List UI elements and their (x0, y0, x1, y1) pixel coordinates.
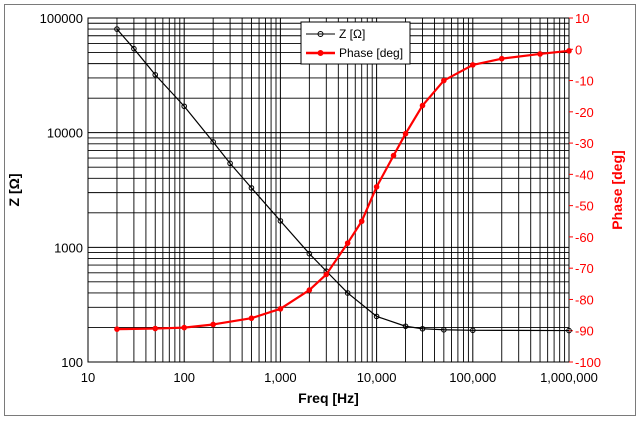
z-series-point (566, 327, 572, 334)
phase-series-point (152, 325, 159, 332)
y2-tick-label: -70 (575, 261, 594, 276)
phase-series-point (402, 130, 409, 137)
x-tick-label: 1,000,000 (540, 370, 598, 385)
z-series-point (419, 325, 426, 332)
x-tick-label: 1,000 (264, 370, 297, 385)
y2-tick-label: -40 (575, 167, 594, 182)
y2-tick-label: -80 (575, 292, 594, 307)
phase-series-point (181, 324, 187, 331)
x-axis-ticks: 10 100 1,000 10,000 100,000 1,000,000 (81, 370, 598, 385)
z-series-point (152, 71, 159, 78)
z-series-point (181, 103, 187, 110)
z-series-point (248, 185, 255, 191)
y-tick-label: 10000 (47, 126, 83, 141)
z-series-point (344, 290, 351, 296)
plot-area (88, 18, 569, 362)
phase-series-point (441, 77, 447, 84)
z-series-point (277, 218, 284, 224)
grid-lines (87, 18, 569, 363)
y2-tick-label: -100 (575, 355, 601, 370)
phase-series-point (419, 102, 426, 109)
impedance-phase-chart: 10 100 1,000 10,000 100,000 1,000,000 1001000… (6, 11, 625, 406)
z-series-point (373, 313, 380, 320)
phase-series-point (358, 218, 365, 225)
series-z (114, 26, 572, 334)
y2-tick-label: -90 (575, 324, 594, 339)
z-series-point (210, 139, 216, 145)
legend-z-label: Z [Ω] (339, 27, 365, 41)
phase-series-point (537, 51, 543, 57)
phase-series-point (498, 55, 505, 62)
y2-tick-label: -20 (575, 105, 594, 120)
x-axis-label: Freq [Hz] (298, 390, 359, 406)
phase-series-point (373, 184, 380, 190)
legend: Z [Ω] Phase [deg] (300, 21, 411, 65)
phase-series-point (390, 152, 397, 159)
phase-series-point (277, 306, 284, 312)
legend-z-marker (317, 31, 324, 37)
z-series-point (470, 327, 476, 334)
z-series-point (131, 45, 137, 52)
phase-series-point (306, 287, 313, 293)
x-tick-label: 100,000 (449, 370, 496, 385)
y2-tick-label: -30 (575, 136, 594, 151)
y2-tick-label: -10 (575, 74, 594, 89)
phase-series-point (114, 326, 120, 332)
z-series-point (402, 323, 409, 330)
phase-series-point (566, 48, 572, 54)
z-series-point (441, 326, 447, 333)
phase-series-point (323, 271, 330, 278)
x-tick-label: 10,000 (357, 370, 397, 385)
y2-axis-label: Phase [deg] (609, 150, 625, 229)
phase-series-point (248, 315, 255, 322)
x-tick-label: 100 (173, 370, 195, 385)
y2-tick-label: 10 (575, 11, 589, 26)
legend-box (300, 21, 411, 65)
phase-series-point (210, 321, 216, 328)
z-series-point (306, 250, 313, 257)
y-tick-label: 1000 (54, 240, 83, 255)
y2-tick-label: -50 (575, 199, 594, 214)
y2-axis-ticks: 10 0 -10 -20 -30 -40 -50 -60 -70 -80 -90 -100 (569, 11, 601, 370)
z-series-point (227, 160, 233, 167)
y2-tick-label: 0 (575, 42, 582, 57)
y-tick-label: 100 (61, 355, 83, 370)
chart-frame: 10 100 1,000 10,000 100,000 1,000,000 100 1000… (4, 4, 636, 416)
z-series-line (116, 28, 570, 332)
y-axis-ticks: 100 1000 10000 100000 (40, 11, 83, 370)
plot-border (87, 17, 570, 363)
x-tick-label: 10 (81, 370, 95, 385)
series-phase (114, 48, 572, 332)
z-series-point (114, 26, 120, 32)
legend-phase-marker (317, 50, 324, 56)
legend-phase-label: Phase [deg] (339, 46, 403, 60)
y2-tick-label: -60 (575, 230, 594, 245)
y-axis-label: Z [Ω] (6, 174, 22, 207)
y-tick-label: 100000 (40, 11, 83, 26)
phase-series-point (470, 62, 476, 68)
phase-series-point (344, 240, 351, 246)
